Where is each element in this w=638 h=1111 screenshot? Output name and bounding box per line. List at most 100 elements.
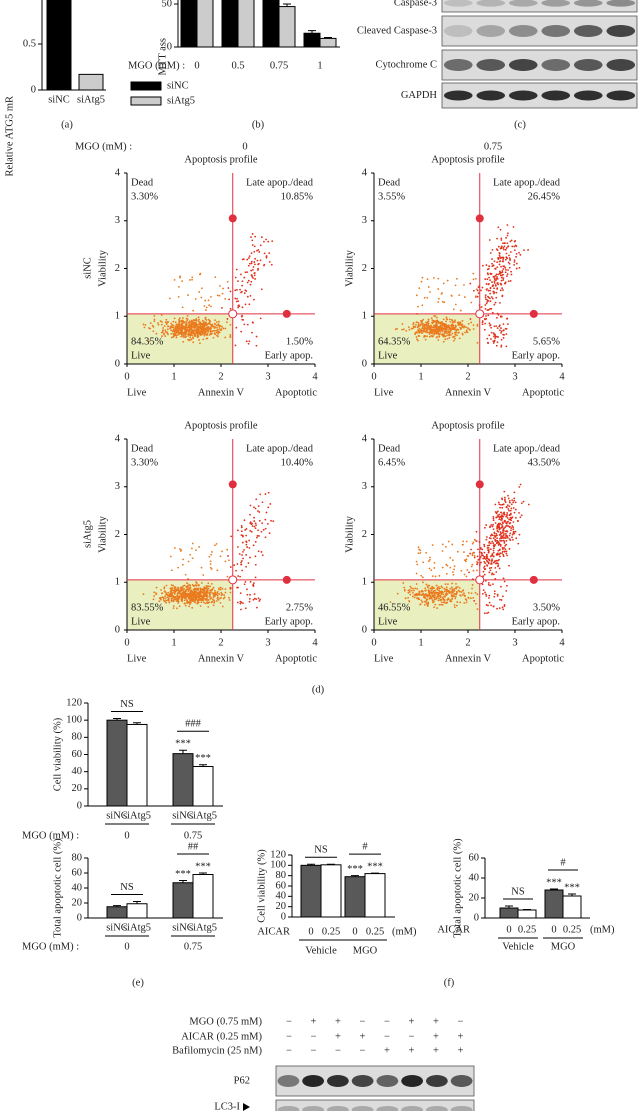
x-tick-label: siNC [172, 810, 194, 821]
error-bar [199, 872, 207, 875]
event-dot [461, 593, 464, 596]
blot-band [376, 1075, 399, 1087]
event-dot [418, 327, 421, 330]
event-dot [152, 330, 155, 333]
comparison-mark: # [560, 857, 566, 868]
panel-label: (d) [312, 684, 325, 695]
event-dot [173, 587, 176, 590]
event-dot [252, 321, 254, 324]
event-dot [494, 334, 497, 337]
x-axis-end-label: Live [374, 653, 394, 664]
event-dot [258, 251, 261, 253]
event-dot [184, 604, 187, 607]
event-dot [519, 483, 522, 486]
event-dot [509, 516, 512, 519]
y-tick-label: 60 [72, 749, 83, 760]
bar [106, 719, 128, 807]
event-dot [495, 273, 498, 276]
event-dot [165, 601, 168, 604]
event-dot [496, 525, 499, 528]
event-dot [421, 326, 424, 329]
event-dot [429, 594, 432, 597]
event-dot [503, 580, 506, 583]
event-dot [257, 550, 260, 553]
significance-mark: *** [347, 864, 363, 875]
event-dot [194, 592, 197, 594]
gate-handle [475, 309, 485, 319]
event-dot [493, 544, 496, 547]
event-dot [181, 322, 184, 325]
event-dot [496, 282, 499, 285]
event-dot [184, 595, 187, 597]
event-dot [496, 316, 498, 319]
event-dot [506, 516, 509, 519]
event-dot [268, 252, 271, 255]
event-dot [430, 589, 433, 592]
event-dot [209, 329, 211, 331]
event-dot [449, 556, 452, 559]
blot-label: Caspase-3 [394, 0, 437, 8]
event-dot [257, 529, 259, 532]
event-dot [437, 328, 440, 330]
event-dot [239, 592, 242, 595]
event-dot [502, 336, 505, 339]
event-dot [468, 571, 470, 574]
event-dot [197, 589, 200, 591]
event-dot [172, 324, 175, 327]
event-dot [177, 295, 180, 298]
event-dot [248, 539, 251, 542]
event-dot [472, 324, 475, 326]
event-dot [210, 332, 213, 335]
event-dot [259, 317, 262, 320]
event-dot [200, 582, 203, 584]
event-dot [435, 332, 438, 335]
event-dot [237, 306, 239, 309]
event-dot [500, 599, 503, 601]
event-dot [176, 330, 179, 333]
event-dot [177, 602, 180, 604]
event-dot [440, 292, 443, 295]
event-dot [441, 334, 444, 337]
event-dot [219, 588, 222, 591]
event-dot [211, 551, 213, 553]
event-dot [490, 604, 492, 607]
event-dot [507, 232, 509, 235]
event-dot [224, 591, 227, 594]
event-dot [188, 320, 191, 323]
error-bar [371, 872, 379, 874]
event-dot [187, 326, 190, 329]
blot-band [508, 0, 538, 7]
event-dot [450, 586, 453, 589]
event-dot [507, 525, 510, 527]
x-tick-label: 4 [559, 637, 565, 648]
event-dot [435, 597, 438, 600]
quadrant-percent: 2.75% [286, 602, 313, 613]
event-dot [203, 589, 206, 591]
y-tick-label: 50 [162, 0, 173, 9]
event-dot [487, 604, 489, 607]
event-dot [220, 596, 222, 599]
panel-label: (e) [132, 977, 144, 988]
event-dot [497, 256, 500, 259]
event-dot [181, 563, 184, 566]
event-dot [189, 336, 192, 339]
event-dot [486, 309, 489, 312]
event-dot [222, 327, 225, 330]
event-dot [207, 322, 210, 325]
event-dot [513, 263, 516, 266]
event-dot [494, 538, 496, 541]
event-dot [488, 601, 491, 604]
blot-band [277, 1106, 300, 1111]
event-dot [181, 600, 183, 603]
event-dot [419, 551, 422, 554]
event-dot [442, 282, 445, 285]
event-dot [426, 278, 429, 280]
event-dot [504, 271, 507, 274]
event-dot [176, 594, 179, 596]
event-dot [441, 550, 444, 552]
event-dot [193, 332, 196, 335]
event-dot [198, 291, 201, 293]
event-dot [517, 520, 519, 523]
y-tick-label: 0.5 [23, 38, 36, 49]
x-tick-label: 0 [371, 637, 376, 648]
